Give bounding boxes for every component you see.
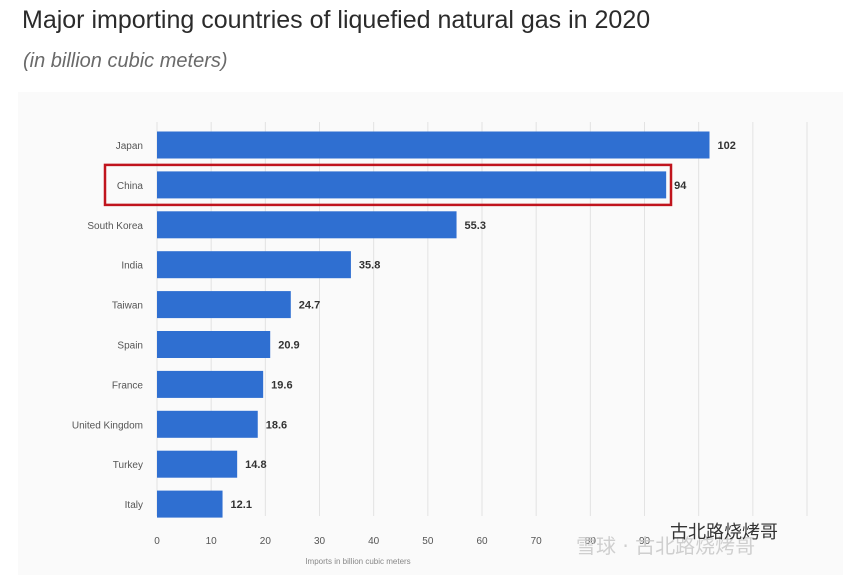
bar-taiwan	[157, 291, 291, 319]
category-label: Spain	[117, 341, 143, 352]
bar-france	[157, 370, 264, 398]
value-label: 24.7	[299, 300, 320, 312]
bar-japan	[157, 131, 710, 159]
x-tick-label: 60	[476, 536, 488, 547]
value-label: 102	[718, 140, 736, 152]
x-tick-label: 10	[206, 536, 218, 547]
category-label: South Korea	[87, 221, 143, 232]
x-tick-label: 30	[314, 536, 326, 547]
category-label: Italy	[125, 500, 143, 511]
category-label: India	[121, 261, 143, 272]
value-label: 14.8	[245, 459, 266, 471]
category-label: China	[117, 181, 144, 192]
value-label: 19.6	[271, 379, 292, 391]
value-label: 55.3	[465, 220, 486, 232]
x-tick-label: 80	[585, 536, 597, 547]
value-label: 35.8	[359, 260, 380, 272]
x-tick-label: 50	[422, 536, 434, 547]
bar-chart: Japan 102 China 94 South Korea 55.3 India 35.8 T…	[72, 122, 808, 566]
chart-title: Major importing countries of liquefied n…	[22, 6, 651, 34]
bar-italy	[157, 490, 223, 518]
value-label: 20.9	[278, 340, 299, 352]
x-axis-title: Imports in billion cubic meters	[305, 557, 410, 566]
bar-united-kingdom	[157, 410, 258, 438]
bar-india	[157, 251, 351, 279]
x-tick-label: 40	[368, 536, 380, 547]
bar-spain	[157, 331, 271, 358]
chart-panel: Japan 102 China 94 South Korea 55.3 India 35.8 T…	[18, 92, 843, 575]
x-tick-label: 70	[531, 536, 543, 547]
bar-turkey	[157, 450, 238, 478]
value-label: 94	[674, 180, 687, 192]
category-label: Turkey	[113, 460, 143, 471]
x-tick-label: 20	[260, 536, 272, 547]
x-tick-label: 0	[154, 536, 160, 547]
category-label: United Kingdom	[72, 420, 143, 431]
category-label: Japan	[116, 141, 143, 152]
x-tick-label: 90	[639, 536, 651, 547]
value-label: 18.6	[266, 419, 287, 431]
category-label: Taiwan	[112, 301, 143, 312]
bar-china	[157, 171, 667, 199]
chart-subtitle: (in billion cubic meters)	[23, 50, 228, 72]
category-label: France	[112, 380, 144, 391]
bar-south-korea	[157, 211, 457, 239]
highlight-box	[103, 163, 673, 207]
value-label: 12.1	[231, 499, 252, 511]
